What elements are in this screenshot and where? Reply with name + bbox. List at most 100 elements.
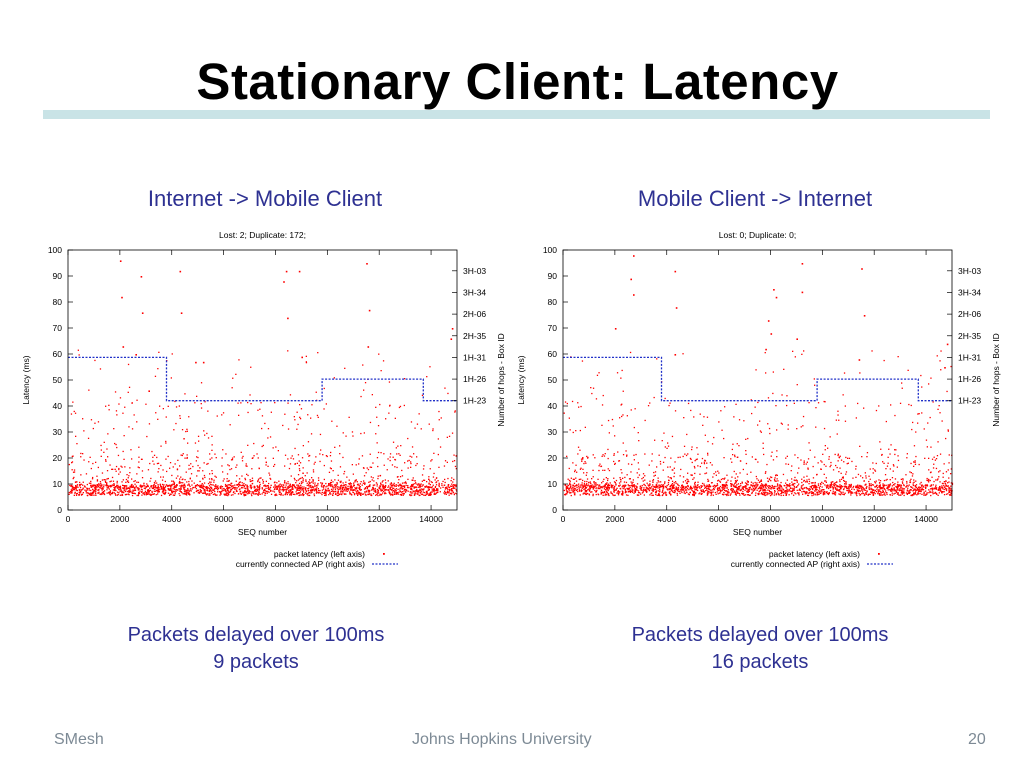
latency-point bbox=[578, 406, 580, 408]
latency-point bbox=[605, 494, 608, 496]
latency-point bbox=[760, 431, 762, 433]
latency-point bbox=[267, 487, 269, 489]
latency-point bbox=[671, 483, 674, 485]
latency-point bbox=[216, 486, 218, 488]
latency-point bbox=[447, 488, 449, 491]
latency-point bbox=[76, 485, 78, 487]
latency-point bbox=[284, 493, 287, 496]
latency-point bbox=[147, 485, 149, 487]
latency-point bbox=[848, 485, 850, 488]
latency-point bbox=[370, 476, 372, 478]
latency-point bbox=[299, 491, 302, 493]
latency-point bbox=[662, 484, 664, 487]
latency-point bbox=[637, 492, 640, 494]
latency-point bbox=[365, 490, 368, 492]
latency-point bbox=[874, 489, 877, 492]
latency-point bbox=[848, 484, 850, 486]
latency-point bbox=[122, 491, 124, 493]
latency-point bbox=[648, 485, 650, 487]
latency-point bbox=[337, 474, 339, 476]
latency-point bbox=[188, 468, 190, 470]
latency-point bbox=[395, 484, 397, 486]
latency-point bbox=[105, 484, 107, 486]
latency-point bbox=[413, 486, 415, 488]
latency-point bbox=[811, 494, 813, 497]
latency-point bbox=[787, 463, 790, 465]
latency-point bbox=[257, 494, 259, 496]
latency-point bbox=[911, 475, 914, 477]
latency-point bbox=[452, 484, 455, 486]
latency-point bbox=[247, 493, 249, 495]
latency-point bbox=[70, 489, 72, 491]
latency-point bbox=[130, 449, 132, 451]
latency-point bbox=[253, 455, 255, 457]
latency-point bbox=[594, 489, 596, 492]
latency-point bbox=[676, 492, 678, 495]
latency-point bbox=[748, 494, 750, 496]
latency-point bbox=[221, 488, 223, 490]
latency-point bbox=[927, 480, 929, 482]
latency-point bbox=[381, 486, 384, 488]
latency-point bbox=[74, 486, 76, 489]
latency-point bbox=[645, 490, 647, 493]
latency-point bbox=[341, 493, 343, 496]
latency-point bbox=[623, 485, 625, 488]
latency-point bbox=[71, 455, 73, 458]
latency-point bbox=[174, 486, 176, 489]
latency-point bbox=[165, 416, 167, 418]
latency-point bbox=[261, 445, 263, 448]
latency-point bbox=[379, 485, 381, 487]
latency-point bbox=[329, 483, 331, 485]
latency-point bbox=[924, 457, 926, 459]
latency-point bbox=[247, 486, 249, 488]
latency-point bbox=[376, 488, 379, 491]
latency-point bbox=[180, 482, 182, 484]
latency-point bbox=[674, 490, 676, 492]
latency-point bbox=[435, 489, 438, 492]
latency-point bbox=[158, 351, 160, 353]
latency-point bbox=[455, 485, 457, 487]
latency-point bbox=[862, 487, 864, 489]
latency-point bbox=[305, 490, 307, 493]
latency-point bbox=[794, 492, 796, 494]
latency-point bbox=[704, 434, 706, 436]
latency-point bbox=[807, 468, 809, 470]
latency-point bbox=[909, 481, 912, 483]
latency-point bbox=[937, 489, 939, 491]
latency-point bbox=[394, 490, 396, 492]
latency-point bbox=[725, 490, 727, 492]
latency-point bbox=[902, 482, 904, 484]
latency-point bbox=[943, 486, 945, 488]
latency-point bbox=[345, 493, 347, 495]
latency-point bbox=[727, 479, 729, 481]
latency-point bbox=[724, 486, 727, 488]
latency-point bbox=[920, 490, 922, 492]
latency-point bbox=[230, 459, 233, 461]
latency-point bbox=[400, 445, 402, 447]
latency-point bbox=[380, 370, 382, 372]
x-tick-label: 2000 bbox=[110, 514, 129, 524]
latency-point bbox=[842, 488, 845, 491]
latency-point bbox=[388, 485, 390, 487]
latency-point bbox=[865, 483, 867, 486]
latency-point bbox=[649, 486, 651, 489]
latency-point bbox=[847, 462, 849, 464]
latency-point bbox=[918, 488, 920, 491]
latency-point bbox=[842, 394, 844, 396]
latency-point bbox=[805, 486, 807, 489]
latency-point bbox=[243, 493, 245, 496]
latency-point bbox=[300, 487, 303, 489]
latency-point bbox=[293, 493, 295, 495]
latency-point bbox=[414, 483, 416, 485]
latency-point bbox=[407, 460, 409, 462]
latency-point bbox=[162, 476, 164, 478]
latency-point bbox=[241, 484, 243, 487]
latency-point bbox=[410, 488, 412, 490]
latency-point bbox=[939, 489, 942, 491]
latency-point bbox=[933, 492, 935, 494]
latency-point bbox=[847, 490, 849, 492]
latency-point bbox=[761, 492, 763, 494]
latency-point bbox=[206, 488, 209, 490]
latency-point bbox=[577, 490, 579, 493]
latency-point bbox=[858, 485, 860, 487]
